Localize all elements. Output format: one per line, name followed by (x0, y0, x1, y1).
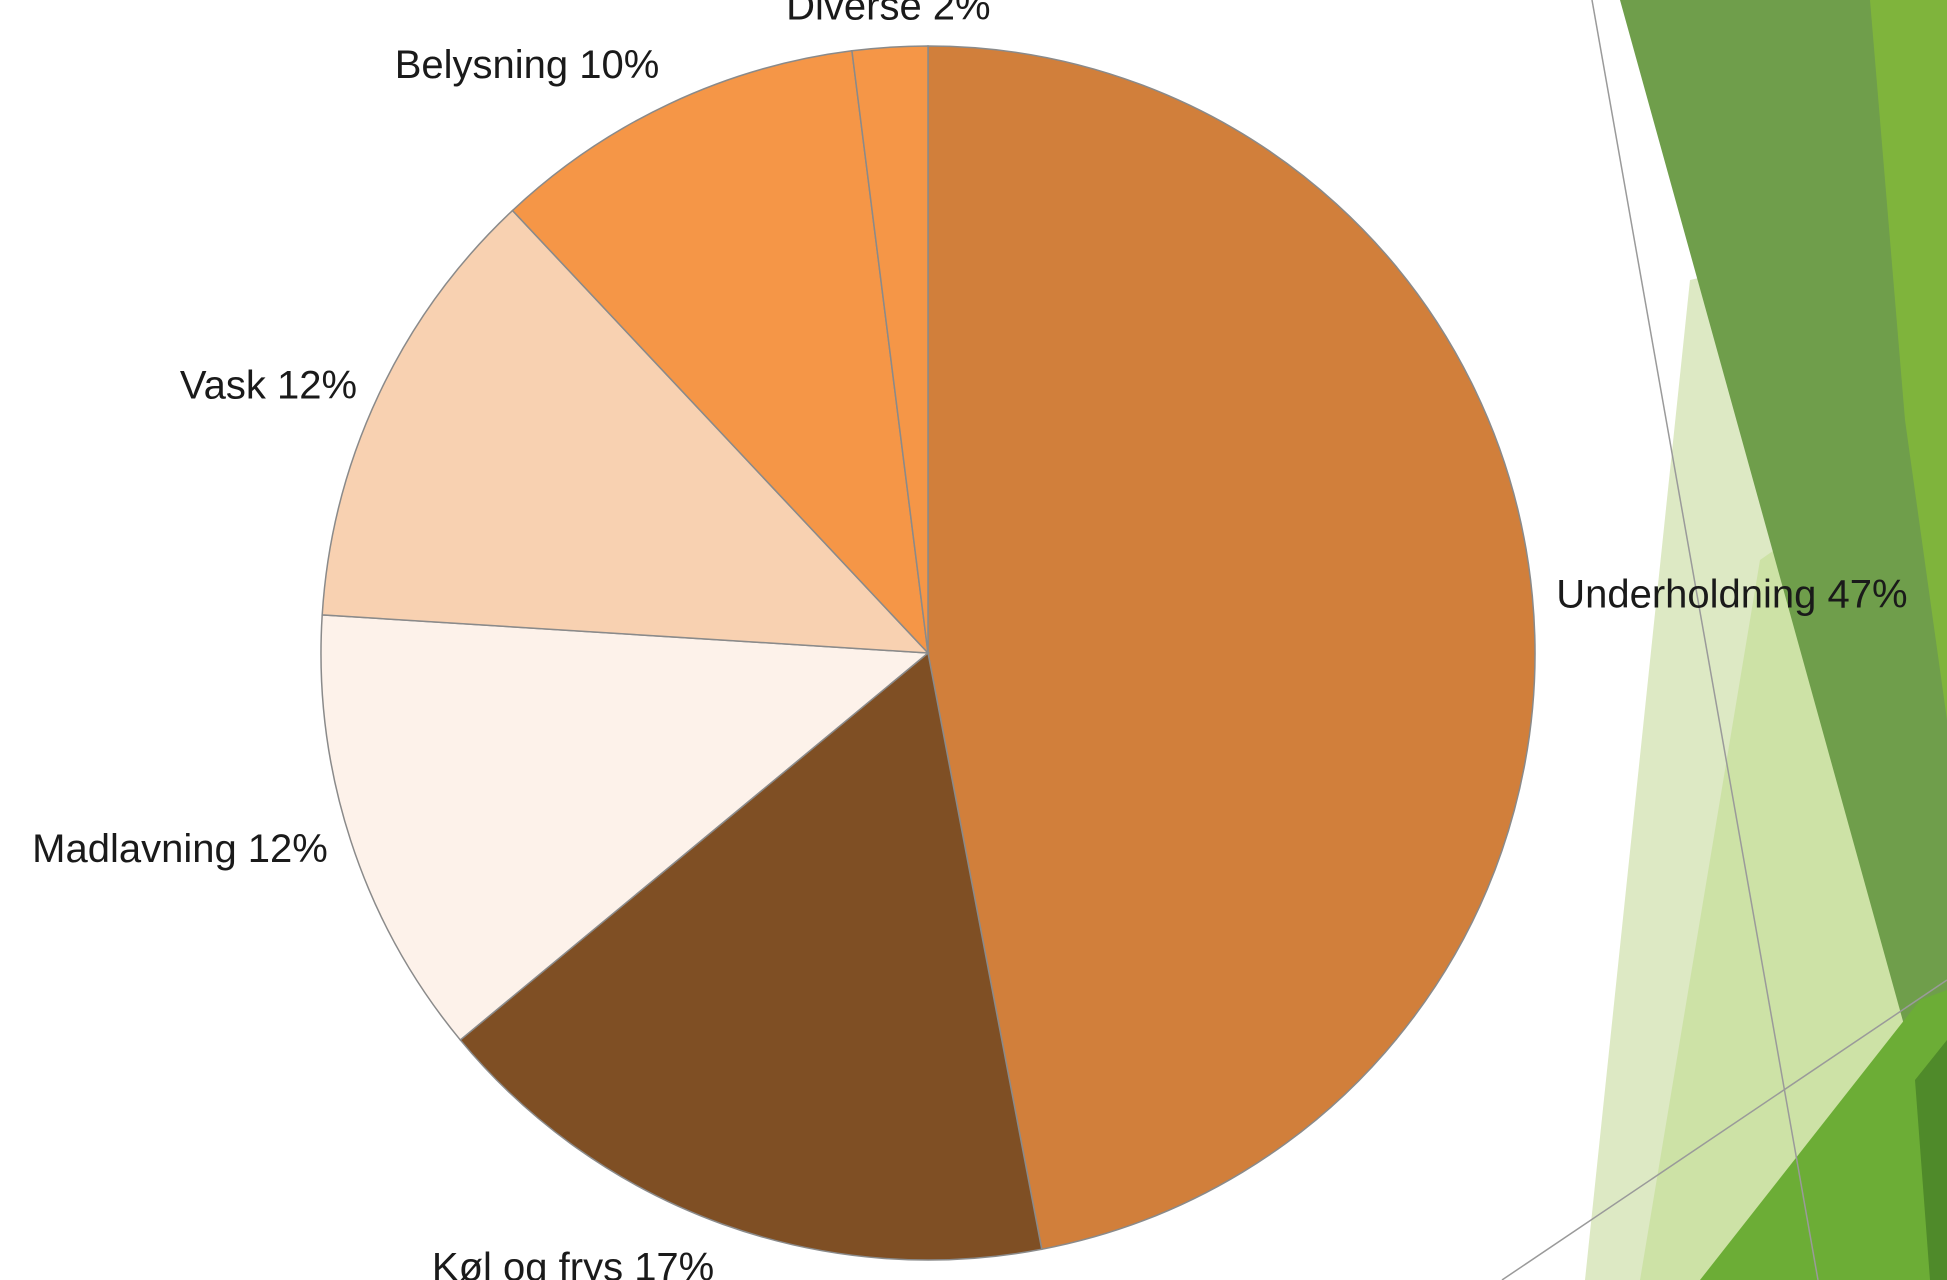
decor-shape-bright-bottom (1700, 990, 1947, 1280)
pie-slice-madlavning (320, 614, 930, 1041)
pie-label-kol-og-frys: Køl og frys 17% (432, 1246, 714, 1280)
pie-label-belysning: Belysning 10% (395, 43, 660, 87)
pie-label-vask: Vask 12% (180, 363, 357, 407)
pie-slice-belysning (511, 49, 930, 656)
pie-slices (320, 45, 1536, 1261)
pie-label-madlavning: Madlavning 12% (32, 827, 328, 871)
decor-shape-deep-bottom (1915, 1040, 1947, 1280)
pie-slice-underholdning (927, 45, 1536, 1251)
pie-slice-vask (321, 209, 930, 654)
pie-slice-diverse (851, 45, 929, 654)
decorative-theme-shapes (1501, 0, 1947, 1280)
pie-label-diverse: Diverse 2% (786, 0, 991, 28)
pie-labels: Underholdning 47% Køl og frys 17% Madlavni… (32, 0, 1907, 1280)
pie-label-underholdning: Underholdning 47% (1556, 573, 1907, 617)
decor-shape-mid-band (1870, 0, 1947, 720)
decor-line-2 (1501, 979, 1947, 1280)
pie-slice-kol-og-frys (459, 651, 1043, 1261)
decor-line-1 (1591, 0, 1819, 1280)
decor-shape-dark-band (1620, 0, 1947, 1180)
